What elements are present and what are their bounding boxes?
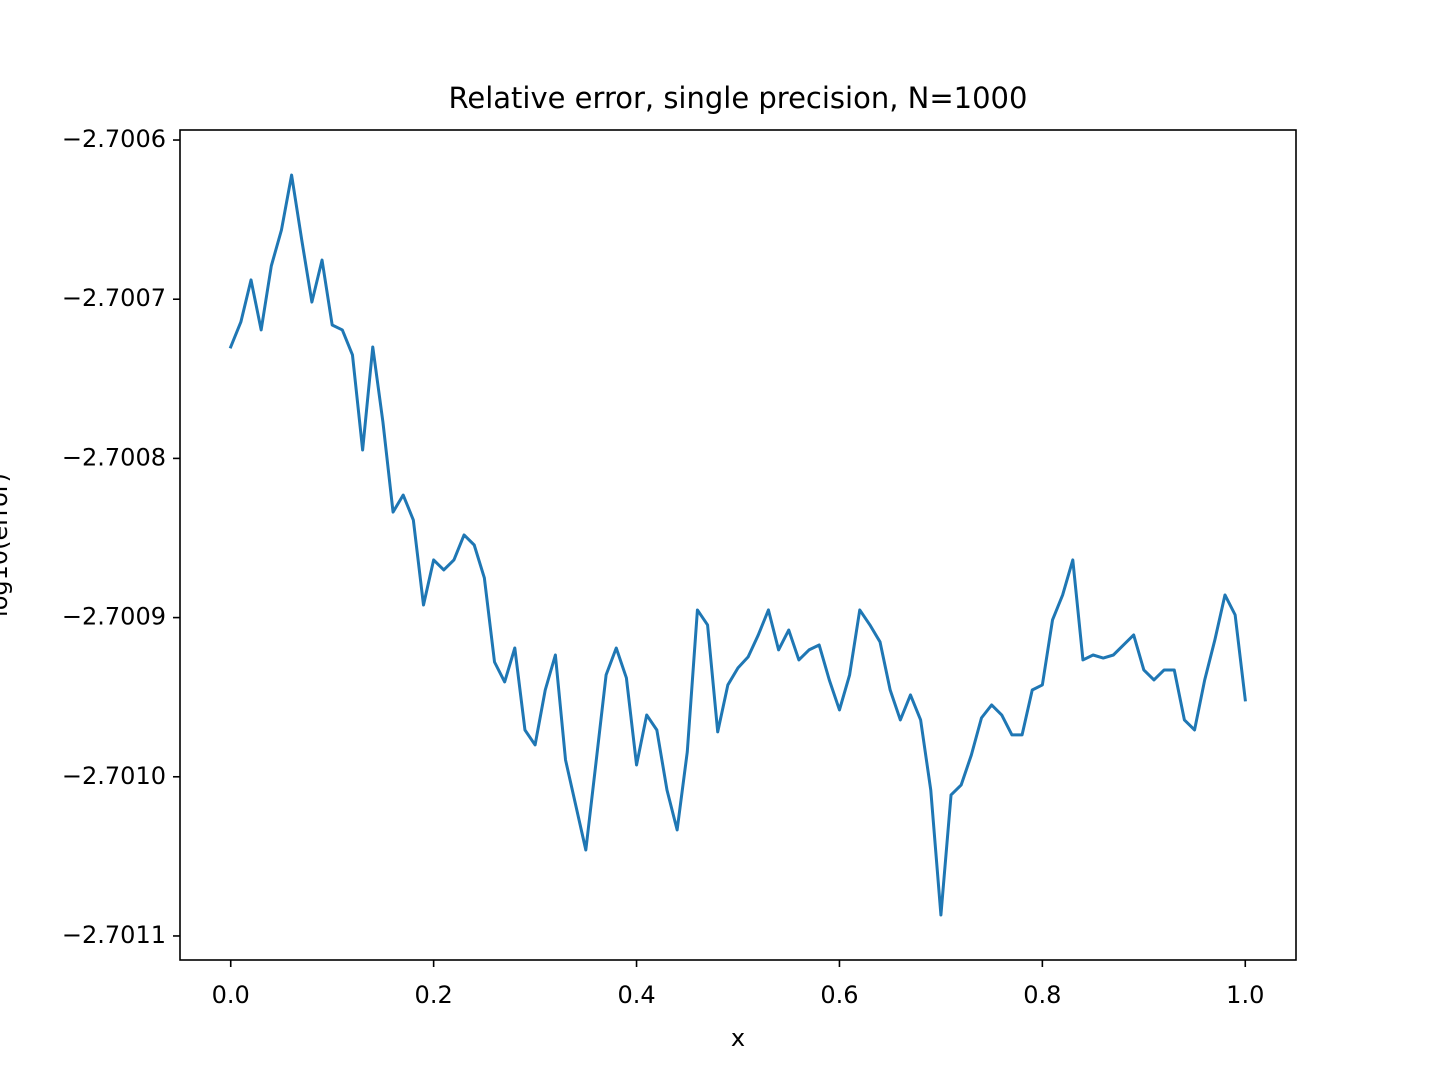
x-tick-label: 1.0 [1226,981,1264,1009]
y-tick-label: −2.7007 [62,284,166,312]
x-tick-label: 0.0 [212,981,250,1009]
plot-frame [179,129,1297,961]
y-tick-label: −2.7008 [62,443,166,471]
y-tick-label: −2.7006 [62,125,166,153]
data-line [228,173,1247,917]
chart-title: Relative error, single precision, N=1000 [449,81,1028,115]
x-tick-label: 0.4 [617,981,655,1009]
y-axis-label: log10(error) [0,473,13,617]
x-tick-label: 0.6 [820,981,858,1009]
y-tick-label: −2.7010 [62,762,166,790]
x-tick-label: 0.8 [1023,981,1061,1009]
y-tick-label: −2.7011 [62,921,166,949]
x-axis-label: x [731,1024,745,1052]
y-tick-label: −2.7009 [62,603,166,631]
x-tick-label: 0.2 [415,981,453,1009]
